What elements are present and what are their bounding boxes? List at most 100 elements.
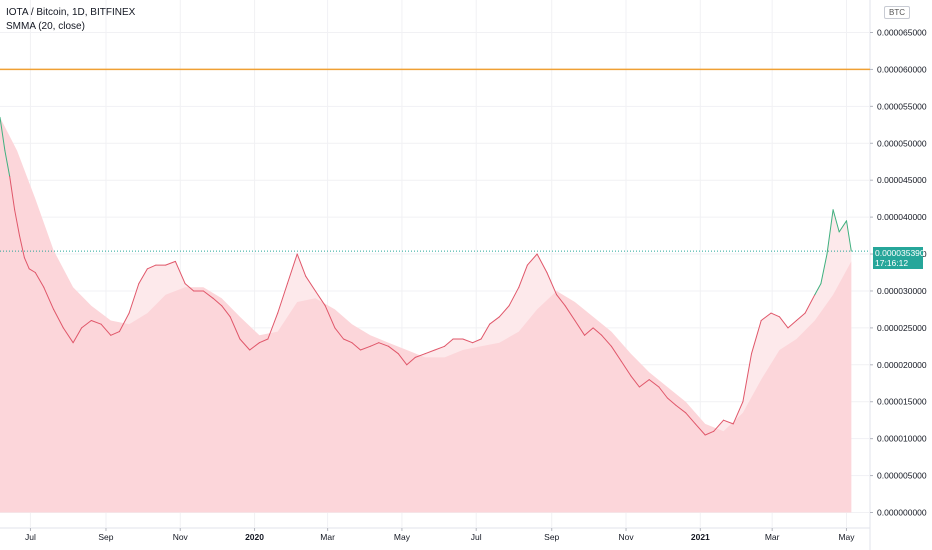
price-segment	[174, 260, 186, 285]
x-tick-label: Mar	[320, 532, 335, 542]
y-tick-label: 0.000000000	[877, 508, 927, 518]
price-segment	[732, 401, 744, 425]
x-tick-label: Sep	[98, 532, 113, 542]
price-segment	[846, 220, 852, 252]
price-segment	[118, 312, 130, 333]
price-segment	[574, 320, 586, 336]
price-segment	[751, 320, 762, 355]
x-tick-label: Nov	[618, 532, 634, 542]
price-segment	[814, 283, 822, 296]
price-segment	[610, 345, 622, 362]
price-segment	[838, 220, 847, 233]
price-segment	[397, 353, 408, 366]
price-segment	[424, 349, 436, 355]
y-tick-label: 0.000045000	[877, 175, 927, 185]
price-segment	[556, 294, 566, 307]
y-tick-label: 0.000060000	[877, 64, 927, 74]
price-segment	[630, 375, 640, 388]
price-segment	[434, 345, 446, 351]
currency-badge[interactable]: BTC	[884, 6, 910, 19]
y-tick-label: 0.000065000	[877, 28, 927, 38]
price-segment	[584, 327, 594, 336]
price-segment	[620, 360, 632, 377]
price-segment	[0, 116, 6, 152]
price-segment	[43, 286, 55, 310]
y-tick-label: 0.000020000	[877, 360, 927, 370]
price-segment	[128, 283, 140, 314]
price-segment	[360, 345, 371, 351]
y-tick-label: 0.000040000	[877, 212, 927, 222]
price-segment	[53, 308, 64, 329]
price-segment	[685, 412, 696, 425]
price-segment	[480, 323, 491, 340]
price-segment	[518, 264, 528, 288]
price-segment	[4, 150, 11, 177]
price-segment	[110, 331, 120, 336]
y-tick-label: 0.000005000	[877, 471, 927, 481]
price-segment	[489, 316, 500, 325]
price-segment	[638, 379, 650, 388]
y-tick-label: 0.000030000	[877, 286, 927, 296]
price-segment	[9, 176, 16, 211]
x-tick-label: 2020	[245, 532, 264, 542]
price-segment	[138, 268, 148, 285]
price-segment	[723, 419, 734, 425]
price-segment	[324, 305, 336, 329]
price-segment	[100, 323, 112, 336]
y-tick-label: 0.000010000	[877, 434, 927, 444]
price-segment	[826, 209, 834, 255]
price-segment	[314, 290, 326, 307]
price-segment	[666, 397, 677, 406]
last-price: 0.000035390	[875, 248, 925, 258]
price-segment	[90, 320, 102, 325]
price-segment	[564, 305, 576, 321]
last-price-tag: 0.000035390 17:16:12	[873, 247, 925, 269]
price-segment	[704, 430, 715, 436]
price-segment	[184, 283, 195, 292]
price-segment	[820, 253, 828, 285]
x-tick-label: Nov	[173, 532, 189, 542]
price-segment	[62, 327, 74, 344]
price-segment	[221, 305, 231, 318]
price-segment	[212, 297, 223, 307]
price-segment	[249, 342, 260, 351]
price-segment	[601, 334, 612, 347]
price-segment	[832, 209, 840, 233]
price-segment	[462, 338, 474, 344]
price-segment	[72, 327, 83, 344]
y-tick-label: 0.000055000	[877, 101, 927, 111]
x-tick-label: May	[838, 532, 855, 542]
price-segment	[296, 253, 307, 277]
chart-legend: IOTA / Bitcoin, 1D, BITFINEX SMMA (20, c…	[6, 6, 135, 34]
price-segment	[414, 353, 426, 358]
y-tick-label: 0.000015000	[877, 397, 927, 407]
x-tick-label: Sep	[544, 532, 559, 542]
price-segment	[286, 253, 298, 285]
price-segment	[378, 342, 389, 347]
price-segment	[787, 320, 797, 329]
price-segment	[546, 272, 558, 296]
price-segment	[239, 338, 251, 351]
y-axis: 0.000000000 0.000005000 0.000010000 0.00001…	[870, 28, 927, 518]
price-segment	[770, 312, 780, 318]
symbol-title[interactable]: IOTA / Bitcoin, 1D, BITFINEX	[6, 7, 136, 18]
price-segment	[508, 286, 520, 307]
price-segment	[351, 342, 361, 351]
x-tick-label: Mar	[765, 532, 780, 542]
price-segment	[592, 327, 603, 336]
price-segment	[472, 338, 482, 344]
x-tick-label: 2021	[691, 532, 710, 542]
price-segment	[28, 268, 36, 273]
price-segment	[742, 353, 752, 403]
price-segment	[343, 338, 353, 344]
indicator-label[interactable]: SMMA (20, close)	[6, 21, 85, 32]
price-segment	[202, 290, 214, 299]
price-segment	[526, 253, 538, 266]
x-tick-label: Jul	[25, 532, 36, 542]
price-segment	[19, 235, 25, 259]
price-segment	[658, 386, 668, 399]
price-segment	[713, 419, 724, 432]
price-segment	[334, 327, 344, 340]
x-tick-label: Jul	[471, 532, 482, 542]
